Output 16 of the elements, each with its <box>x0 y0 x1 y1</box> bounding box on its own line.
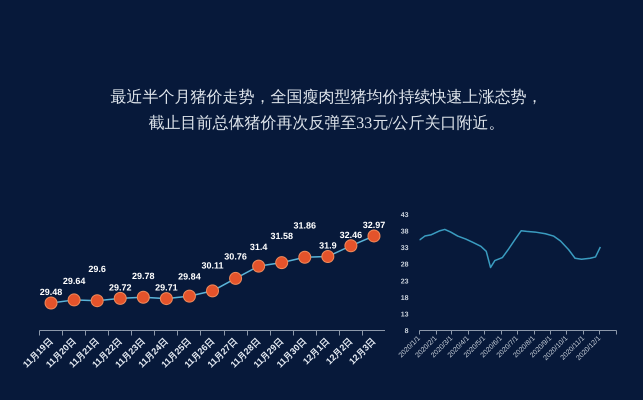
data-label: 30.11 <box>201 260 224 271</box>
data-label: 31.4 <box>250 242 268 252</box>
data-label: 29.71 <box>155 282 178 293</box>
data-label: 29.72 <box>108 282 132 292</box>
data-label: 30.76 <box>224 251 247 262</box>
data-label: 29.6 <box>88 264 106 274</box>
data-label: 29.48 <box>40 287 62 298</box>
data-label: 31.86 <box>294 220 316 230</box>
data-label: 29.78 <box>132 270 155 281</box>
chart-title: 最近半个月猪价走势，全国瘦肉型猪均价持续快速上涨态势，截止目前总体猪价再次反弹至33元/公斤关口附近。 <box>110 88 544 134</box>
data-label: 32.46 <box>340 230 362 240</box>
data-label: 29.64 <box>62 276 86 286</box>
data-label: 32.97 <box>362 220 386 230</box>
data-label: 31.9 <box>319 240 337 251</box>
data-label: 29.84 <box>178 271 201 282</box>
data-label: 31.58 <box>270 231 293 242</box>
